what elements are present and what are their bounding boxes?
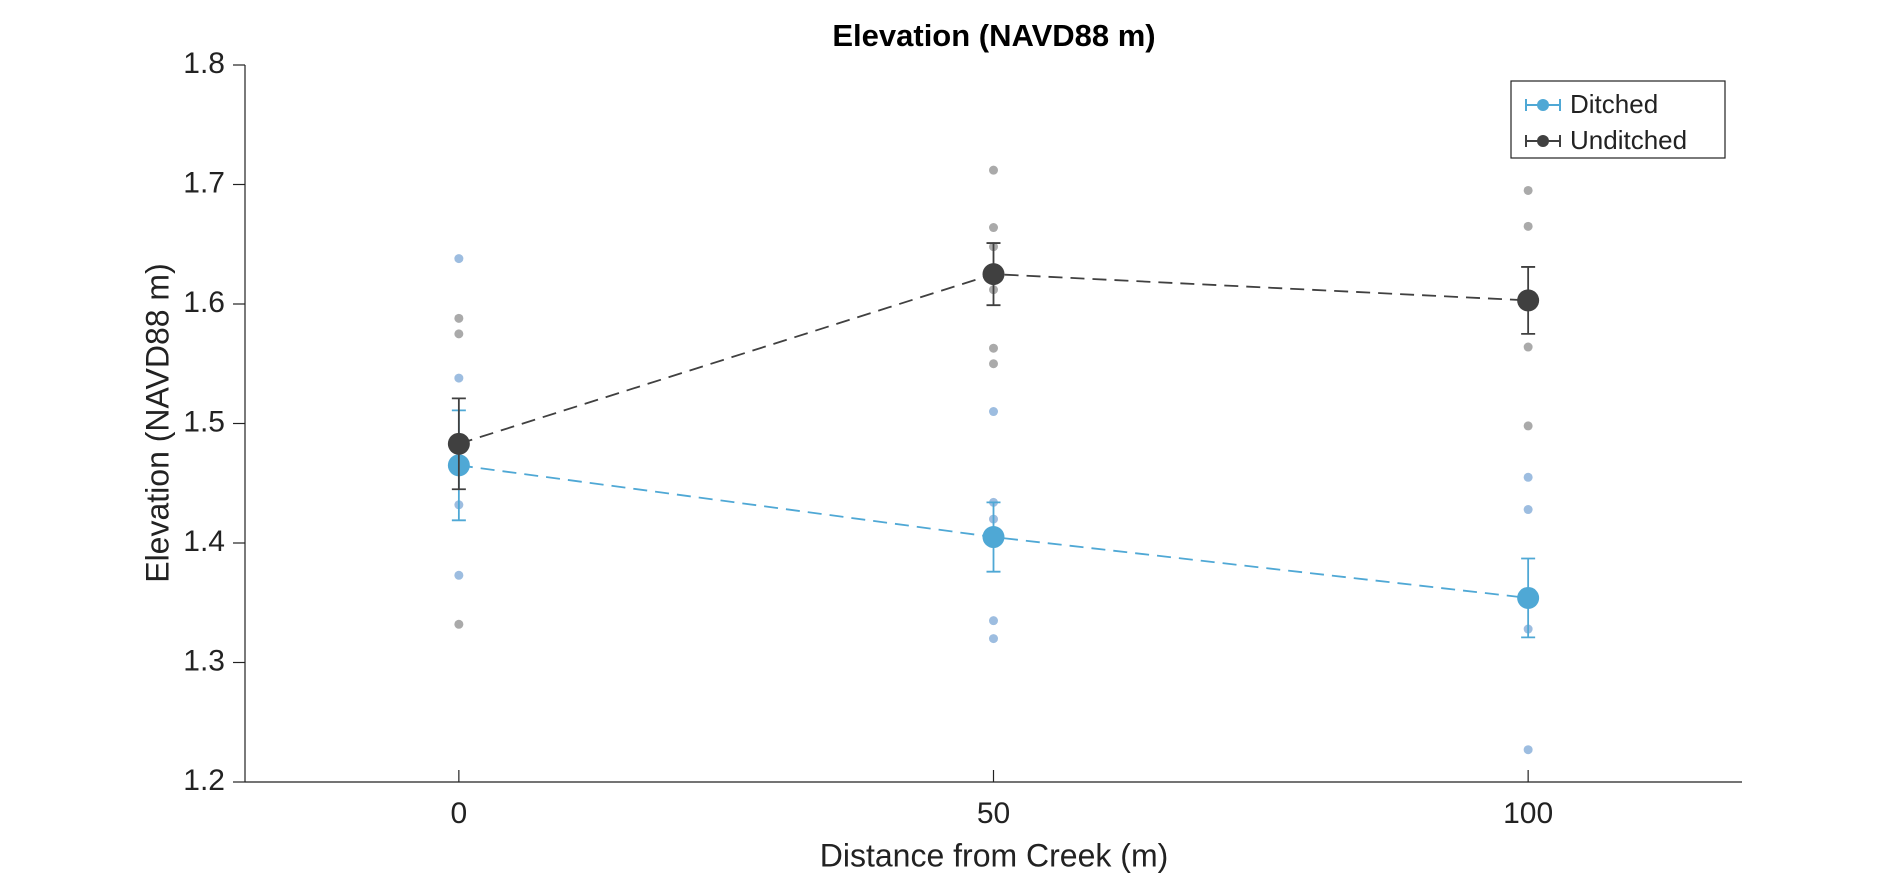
raw-point <box>454 254 464 264</box>
raw-point <box>1523 342 1533 352</box>
y-tick-label: 1.6 <box>183 286 225 319</box>
raw-point <box>989 223 998 233</box>
raw-point <box>989 634 998 644</box>
raw-point <box>454 313 464 323</box>
x-tick-label: 100 <box>1503 797 1553 830</box>
x-axis-label: Distance from Creek (m) <box>820 837 1169 873</box>
mean-marker <box>982 263 1005 286</box>
raw-point <box>1523 745 1533 755</box>
x-tick-label: 0 <box>451 797 468 830</box>
raw-point <box>989 616 998 626</box>
y-axis-label: Elevation (NAVD88 m) <box>139 263 175 583</box>
y-tick-label: 1.8 <box>183 47 225 80</box>
raw-point <box>989 407 998 417</box>
y-tick-label: 1.2 <box>183 764 225 797</box>
y-tick-label: 1.4 <box>183 525 225 558</box>
legend-label: Unditched <box>1570 125 1687 155</box>
legend-label: Ditched <box>1570 89 1658 119</box>
raw-point <box>1523 221 1533 231</box>
raw-point <box>1523 505 1533 515</box>
legend-marker <box>1537 99 1549 111</box>
mean-marker <box>982 526 1005 549</box>
chart-title: Elevation (NAVD88 m) <box>832 18 1155 53</box>
raw-point <box>454 570 464 580</box>
x-tick-label: 50 <box>977 797 1010 830</box>
y-tick-label: 1.7 <box>183 166 225 199</box>
raw-point <box>1523 472 1533 482</box>
legend <box>1510 80 1726 159</box>
mean-marker <box>1517 289 1540 312</box>
mean-marker <box>1517 586 1540 609</box>
y-tick-label: 1.5 <box>183 405 225 438</box>
mean-marker <box>447 432 470 455</box>
y-tick-label: 1.3 <box>183 644 225 677</box>
legend-marker <box>1537 135 1549 147</box>
raw-point <box>1523 185 1533 195</box>
raw-point <box>454 619 464 629</box>
raw-point <box>989 359 998 369</box>
raw-point <box>454 373 464 383</box>
raw-point <box>989 165 998 175</box>
raw-point <box>1523 421 1533 431</box>
raw-point <box>454 329 464 339</box>
raw-point <box>989 343 998 353</box>
